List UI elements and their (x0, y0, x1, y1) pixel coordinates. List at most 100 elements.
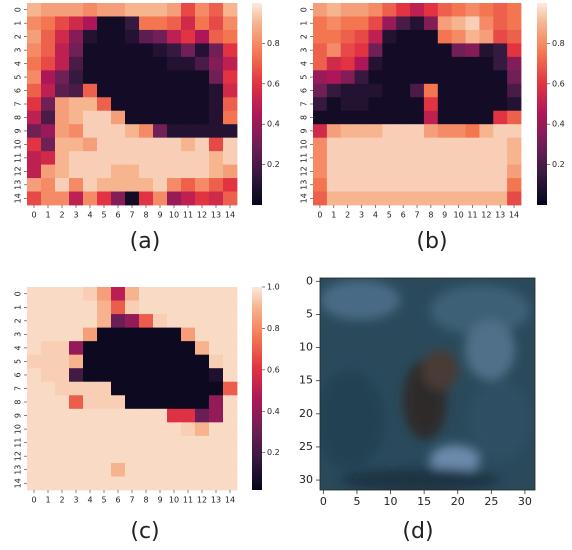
heatmap-cell (423, 151, 439, 165)
y-tick-label: 5 (14, 75, 23, 80)
heatmap-cell (507, 178, 522, 192)
colorbar (252, 287, 262, 490)
heatmap-cell (111, 124, 126, 139)
heatmap-cell (153, 191, 168, 206)
heatmap-cell (181, 56, 196, 71)
heatmap-cell (451, 29, 466, 44)
heatmap-cell (111, 381, 126, 396)
heatmap-cell (139, 164, 154, 179)
heatmap-cell (181, 476, 196, 491)
heatmap-cell (83, 395, 98, 410)
heatmap-cell (83, 83, 98, 98)
heatmap-cell (139, 300, 154, 315)
heatmap-cell (55, 151, 70, 165)
heatmap-cell (437, 3, 453, 17)
x-tick-label: 14 (225, 211, 235, 220)
heatmap-cell (181, 300, 196, 315)
x-tick-label: 7 (129, 211, 134, 220)
heatmap-cell (83, 29, 98, 44)
heatmap-cell (27, 16, 42, 31)
heatmap-cell (153, 462, 168, 477)
heatmap-cell (368, 110, 383, 125)
x-tick-label: 9 (157, 496, 162, 505)
heatmap-cell (97, 341, 112, 356)
heatmap-cell (493, 97, 508, 112)
heatmap-cell (83, 178, 98, 192)
heatmap-cell (41, 110, 56, 125)
heatmap-cell (41, 300, 56, 315)
heatmap-cell (479, 83, 494, 98)
heatmap-cell (69, 70, 84, 85)
heatmap-cell (27, 164, 42, 179)
heatmap-cell (153, 29, 168, 44)
heatmap-cell (55, 341, 70, 356)
heatmap-cell (55, 408, 70, 423)
heatmap-cell (97, 178, 112, 192)
heatmap-cell (451, 124, 466, 139)
heatmap-cell (354, 83, 369, 98)
heatmap-cell (479, 151, 494, 165)
heatmap-cell (382, 124, 397, 139)
heatmap-cell (111, 354, 126, 369)
heatmap-cell (493, 83, 508, 98)
heatmap-cell (396, 16, 411, 31)
heatmap-cell (195, 97, 210, 112)
heatmap-cell (223, 449, 238, 464)
heatmap-cell (382, 3, 397, 17)
heatmap-cell (493, 178, 508, 192)
y-tick-label: 3 (300, 48, 309, 53)
y-tick-label: 20 (299, 407, 313, 420)
heatmap-cell (153, 287, 168, 301)
heatmap-cell (27, 29, 42, 44)
heatmap-cell (326, 124, 342, 139)
heatmap-cell (410, 43, 425, 58)
heatmap-cell (27, 422, 42, 437)
heatmap-cell (125, 124, 140, 139)
heatmap-cell (223, 354, 238, 369)
image-frame (319, 277, 536, 491)
heatmap-cell (209, 110, 224, 125)
heatmap-cell (167, 151, 182, 165)
heatmap-cell (69, 191, 84, 206)
heatmap-cell (181, 449, 196, 464)
y-tick-label: 7 (14, 386, 23, 391)
y-tick-label: 5 (300, 75, 309, 80)
heatmap-cell (423, 70, 439, 85)
heatmap-cell (125, 178, 140, 192)
heatmap-cell (83, 16, 98, 31)
heatmap-cell (167, 462, 182, 477)
heatmap-cell (354, 56, 369, 71)
heatmap-cell (195, 422, 210, 437)
x-tick-label: 5 (101, 496, 106, 505)
heatmap-cell (493, 164, 508, 179)
heatmap-cell (97, 110, 112, 125)
heatmap-cell (125, 462, 140, 477)
colorbar (537, 3, 547, 205)
heatmap-cell (83, 191, 98, 206)
heatmap-cell (139, 151, 154, 165)
panel-caption: (c) (130, 519, 159, 544)
heatmap-cell (41, 56, 56, 71)
heatmap-cell (223, 43, 238, 58)
heatmap-cell (153, 435, 168, 450)
heatmap-cell (396, 70, 411, 85)
heatmap-cell (313, 191, 328, 206)
colorbar-tick-label: 0.4 (267, 407, 280, 416)
heatmap-cell (479, 110, 494, 125)
x-tick-label: 5 (353, 495, 360, 508)
heatmap-cell (181, 3, 196, 17)
heatmap-cell (97, 164, 112, 179)
x-tick-label: 8 (428, 211, 433, 220)
heatmap-cell (423, 97, 439, 112)
x-tick-label: 10 (454, 211, 464, 220)
heatmap-cell (111, 164, 126, 179)
heatmap-cell (410, 151, 425, 165)
heatmap-cell (223, 56, 238, 71)
heatmap-cell (55, 422, 70, 437)
heatmap-cell (368, 97, 383, 112)
x-tick-label: 11 (467, 211, 477, 220)
heatmap-cell (139, 29, 154, 44)
x-tick-label: 12 (481, 211, 491, 220)
heatmap-cell (153, 354, 168, 369)
heatmap-cell (382, 43, 397, 58)
